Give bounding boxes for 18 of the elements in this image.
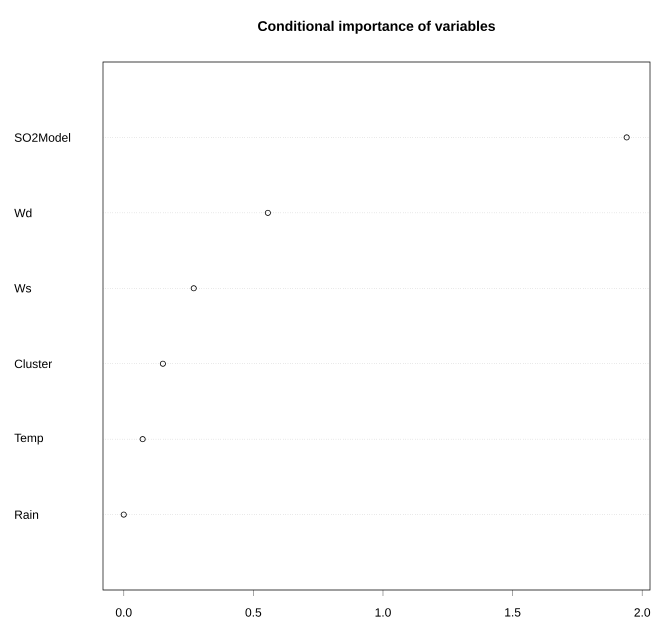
x-tick-label: 1.5	[505, 608, 520, 617]
point	[160, 360, 166, 367]
y-tick-label: Wd	[14, 208, 32, 218]
chart-title: Conditional importance of variables	[258, 20, 495, 34]
y-tick-label: Cluster	[14, 359, 52, 368]
point	[140, 436, 146, 442]
x-tick-label: 2.0	[634, 608, 650, 617]
point	[190, 285, 197, 292]
x-tick-label: 0.0	[116, 608, 132, 617]
y-tick-label: Temp	[14, 434, 44, 445]
point	[120, 512, 127, 518]
y-tick-label: Ws	[14, 284, 32, 292]
x-tick-label: 1.0	[376, 608, 391, 617]
y-tick-label: Rain	[15, 510, 38, 519]
point	[624, 134, 630, 140]
point	[264, 210, 271, 216]
x-tick-label: 0.5	[245, 608, 262, 617]
y-tick-label: SO2Model	[14, 133, 70, 142]
